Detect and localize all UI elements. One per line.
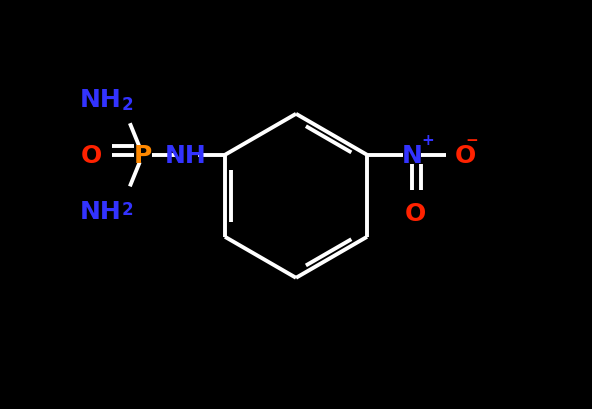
Text: O: O: [405, 202, 426, 226]
Text: NH: NH: [80, 88, 122, 112]
Text: NH: NH: [165, 144, 207, 167]
Text: O: O: [81, 144, 102, 167]
Text: P: P: [134, 144, 152, 167]
Text: NH: NH: [80, 199, 122, 223]
Text: +: +: [421, 132, 434, 147]
Text: 2: 2: [122, 95, 133, 113]
Text: O: O: [454, 144, 475, 167]
Text: −: −: [465, 132, 478, 147]
Text: 2: 2: [122, 201, 133, 219]
Text: N: N: [402, 144, 423, 167]
